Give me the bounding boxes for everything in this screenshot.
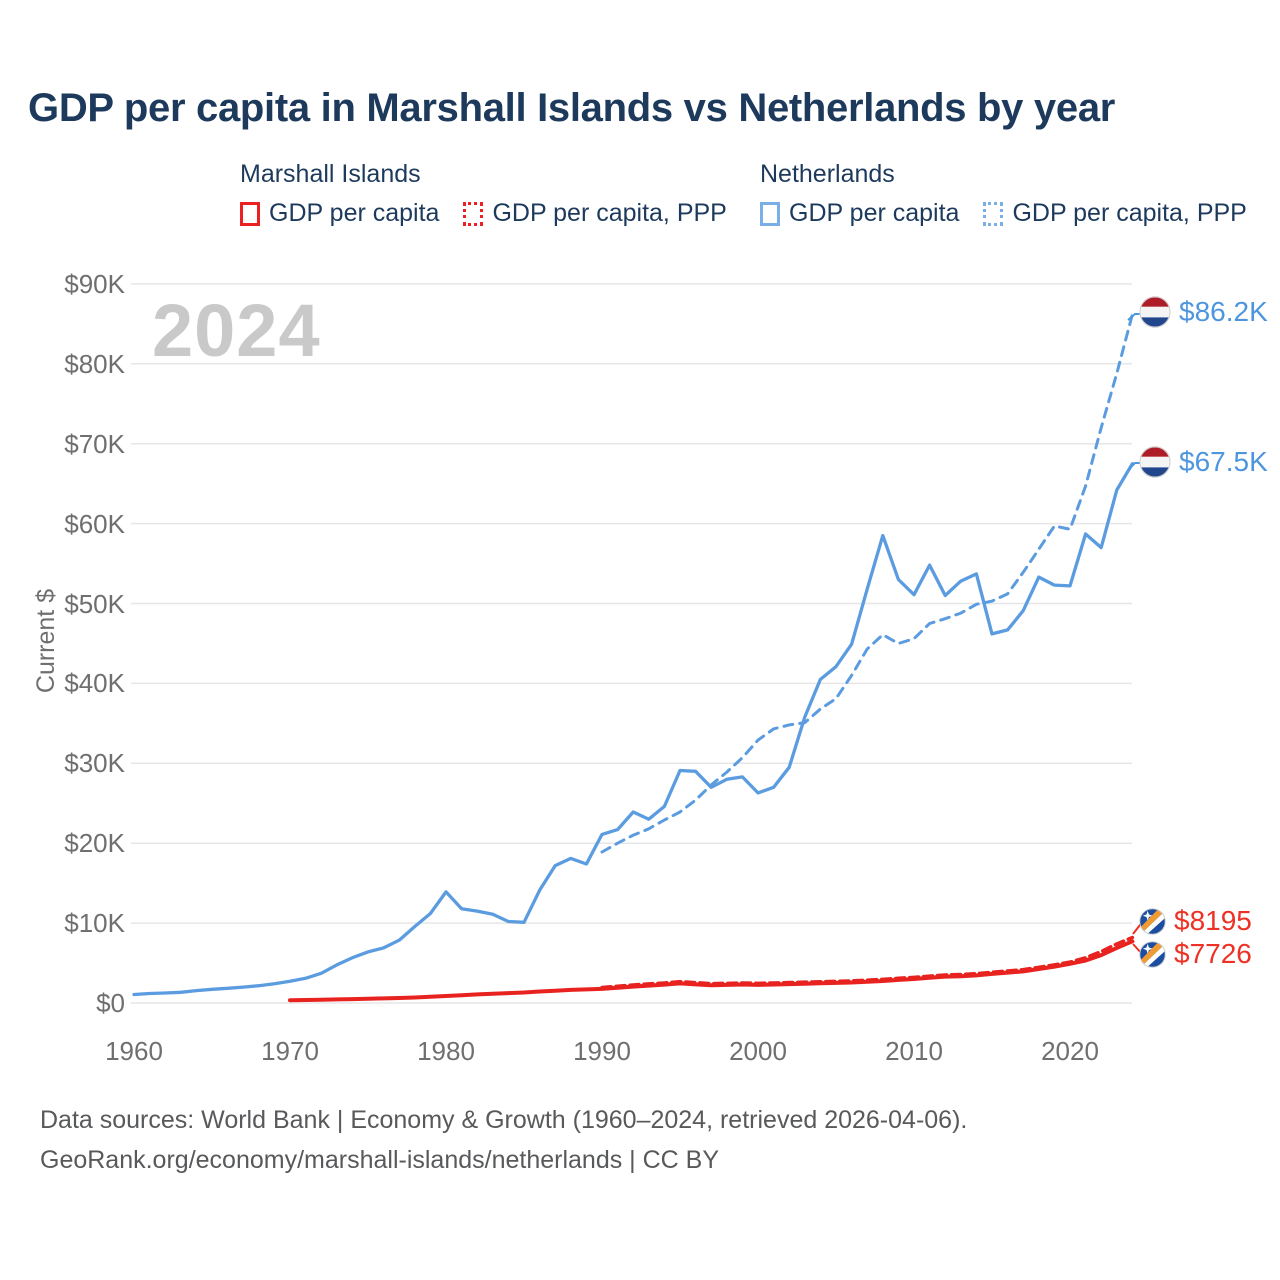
y-tick-label: $80K <box>64 348 125 379</box>
y-tick-label: $40K <box>64 668 125 699</box>
legend-swatch-solid <box>760 201 780 226</box>
y-tick-label: $60K <box>64 508 125 539</box>
legend-item-label: GDP per capita <box>269 199 440 227</box>
legend-group-marshall-islands: Marshall Islands GDP per capita GDP per ca… <box>240 160 727 228</box>
series-line-mi_ppp <box>600 935 1135 990</box>
x-tick-label: 2010 <box>885 1036 943 1066</box>
watermark-year: 2024 <box>152 289 321 372</box>
x-tick-label: 1990 <box>573 1036 631 1066</box>
netherlands-flag-icon <box>1139 296 1171 328</box>
end-label-nl_ppp: $86.2K <box>1139 294 1268 330</box>
legend-swatch-dotted <box>463 201 484 226</box>
legend-group-title: Netherlands <box>760 160 895 188</box>
end-label-nl_gdp: $67.5K <box>1139 444 1268 480</box>
marshall-islands-flag-icon <box>1139 907 1166 935</box>
end-label-mi_ppp: $8195 <box>1139 905 1252 937</box>
legend-group-title: Marshall Islands <box>240 160 421 188</box>
marshall-islands-flag-icon <box>1139 940 1166 968</box>
y-tick-label: $50K <box>64 588 125 619</box>
legend-item: GDP per capita, PPP <box>983 199 1247 228</box>
legend-swatch-solid <box>240 201 260 226</box>
end-label-connector <box>1127 462 1141 471</box>
legend-group-netherlands: Netherlands GDP per capita GDP per capita,… <box>760 160 1247 228</box>
series-line-nl_ppp <box>600 312 1134 854</box>
y-tick-label: $90K <box>64 268 125 299</box>
chart-title: GDP per capita in Marshall Islands vs Ne… <box>28 86 1116 130</box>
y-tick-label: $0 <box>96 988 125 1018</box>
end-label-connector <box>1127 313 1141 321</box>
legend-item: GDP per capita <box>240 199 439 228</box>
end-label-value: $67.5K <box>1179 446 1268 477</box>
footer-attribution: GeoRank.org/economy/marshall-islands/net… <box>40 1146 720 1174</box>
x-tick-label: 1960 <box>105 1036 163 1066</box>
x-tick-label: 2000 <box>729 1036 787 1066</box>
y-tick-label: $10K <box>64 908 125 939</box>
footer: Data sources: World Bank | Economy & Gro… <box>40 1100 967 1180</box>
end-label-mi_gdp: $7726 <box>1139 938 1252 970</box>
end-label-value: $7726 <box>1174 938 1252 969</box>
end-label-value: $8195 <box>1174 905 1252 936</box>
series-line-nl_gdp <box>132 462 1135 997</box>
legend-item-label: GDP per capita, PPP <box>1012 199 1247 227</box>
y-tick-label: $30K <box>64 748 125 779</box>
x-tick-label: 2020 <box>1041 1036 1099 1066</box>
x-tick-label: 1980 <box>417 1036 475 1066</box>
footer-sources: Data sources: World Bank | Economy & Gro… <box>40 1106 968 1134</box>
y-tick-label: $20K <box>64 828 125 859</box>
legend-item: GDP per capita <box>760 199 959 228</box>
y-tick-label: $70K <box>64 428 125 459</box>
end-label-value: $86.2K <box>1179 296 1268 327</box>
legend-swatch-dotted <box>983 201 1004 226</box>
legend-item-label: GDP per capita, PPP <box>492 199 727 227</box>
series-line-mi_gdp <box>288 939 1135 1003</box>
netherlands-flag-icon <box>1139 446 1171 478</box>
legend-item: GDP per capita, PPP <box>463 199 727 228</box>
legend-item-label: GDP per capita <box>789 199 960 227</box>
x-tick-label: 1970 <box>261 1036 319 1066</box>
